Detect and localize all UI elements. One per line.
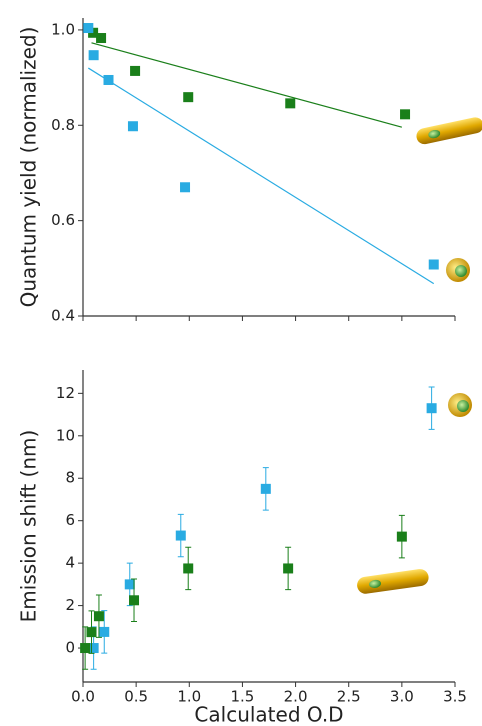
point — [400, 109, 410, 119]
point — [427, 403, 437, 413]
point — [397, 532, 407, 542]
y-tick-label: 8 — [65, 469, 75, 487]
y-tick-label: 0.4 — [51, 307, 75, 325]
y-tick-label: 2 — [65, 596, 75, 614]
point — [285, 98, 295, 108]
fit-line — [92, 43, 402, 127]
point — [429, 260, 439, 270]
page: 0.4 0.6 0.8 1.0 Quantum yield (normalized) 0 2… — [0, 0, 482, 722]
point — [104, 75, 114, 85]
x-tick-label: 3.0 — [390, 688, 414, 706]
fit-line — [88, 68, 433, 284]
point — [183, 563, 193, 573]
point — [83, 23, 93, 33]
point — [180, 182, 190, 192]
point — [94, 611, 104, 621]
point — [80, 643, 90, 653]
x-tick-label: 3.5 — [443, 688, 467, 706]
point — [183, 92, 193, 102]
x-tick-label: 0.0 — [71, 688, 95, 706]
point — [96, 33, 106, 43]
point — [176, 531, 186, 541]
point — [89, 643, 99, 653]
y-tick-label: 0 — [65, 639, 75, 657]
x-tick-label: 0.5 — [124, 688, 148, 706]
point — [87, 627, 97, 637]
y-axis-label: Quantum yield (normalized) — [17, 27, 41, 308]
y-tick-label: 10 — [56, 426, 75, 444]
y-tick-label: 1.0 — [51, 20, 75, 38]
point — [283, 563, 293, 573]
point — [99, 627, 109, 637]
y-tick-label: 4 — [65, 554, 75, 572]
y-axis-label: Emission shift (nm) — [17, 430, 41, 623]
point — [130, 66, 140, 76]
y-tick-label: 0.6 — [51, 211, 75, 229]
point — [125, 579, 135, 589]
y-tick-label: 6 — [65, 511, 75, 529]
x-axis-label: Calculated O.D — [194, 703, 343, 723]
sphere-icon — [448, 393, 472, 417]
point — [128, 121, 138, 131]
point — [89, 50, 99, 60]
sphere-icon — [446, 258, 470, 282]
y-tick-label: 12 — [56, 384, 75, 402]
rod-icon — [415, 116, 482, 146]
point — [129, 595, 139, 605]
rod-icon — [356, 568, 430, 595]
y-tick-label: 0.8 — [51, 116, 75, 134]
point — [261, 484, 271, 494]
chart: 0.4 0.6 0.8 1.0 Quantum yield (normalized) 0 2… — [0, 0, 482, 722]
